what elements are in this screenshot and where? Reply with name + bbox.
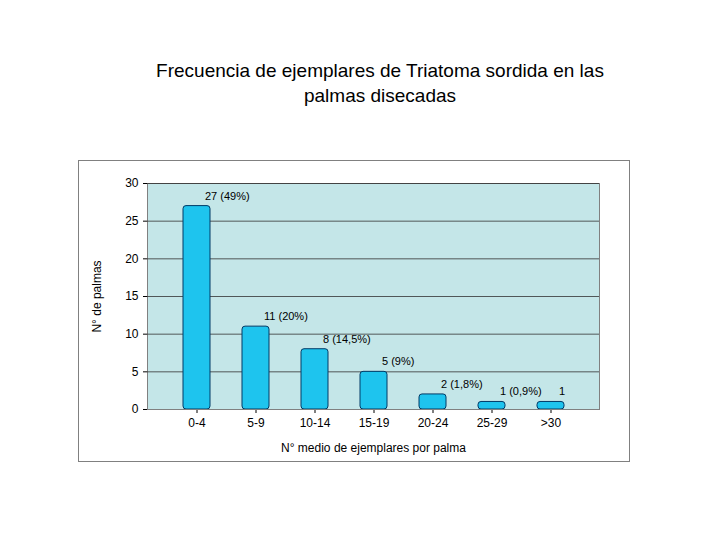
svg-text:30: 30	[125, 176, 139, 190]
svg-text:27 (49%): 27 (49%)	[205, 190, 250, 202]
svg-text:1 (0,9%): 1 (0,9%)	[500, 385, 542, 397]
svg-text:0-4: 0-4	[188, 416, 206, 430]
svg-text:1: 1	[559, 385, 565, 397]
svg-text:N° de palmas: N° de palmas	[90, 260, 104, 332]
svg-text:8 (14,5%): 8 (14,5%)	[323, 333, 371, 345]
html-text:Frecuencia de ejemplares de Tr: Frecuencia de ejemplares de Triatoma sor…	[156, 60, 604, 106]
svg-text:10-14: 10-14	[300, 416, 331, 430]
svg-text:15: 15	[125, 289, 139, 303]
svg-text:15-19: 15-19	[359, 416, 390, 430]
svg-text:10: 10	[125, 327, 139, 341]
svg-text:11 (20%): 11 (20%)	[264, 310, 308, 322]
svg-text:20: 20	[125, 252, 139, 266]
svg-text:25: 25	[125, 214, 139, 228]
svg-text:N° medio de ejemplares por pal: N° medio de ejemplares por palma	[281, 441, 466, 455]
svg-text:5-9: 5-9	[247, 416, 265, 430]
svg-text:5: 5	[132, 365, 139, 379]
svg-text:>30: >30	[541, 416, 562, 430]
svg-text:25-29: 25-29	[477, 416, 508, 430]
svg-text:0: 0	[132, 402, 139, 416]
svg-text:2 (1,8%): 2 (1,8%)	[441, 378, 483, 390]
svg-text:20-24: 20-24	[418, 416, 449, 430]
svg-text:5 (9%): 5 (9%)	[382, 355, 414, 367]
